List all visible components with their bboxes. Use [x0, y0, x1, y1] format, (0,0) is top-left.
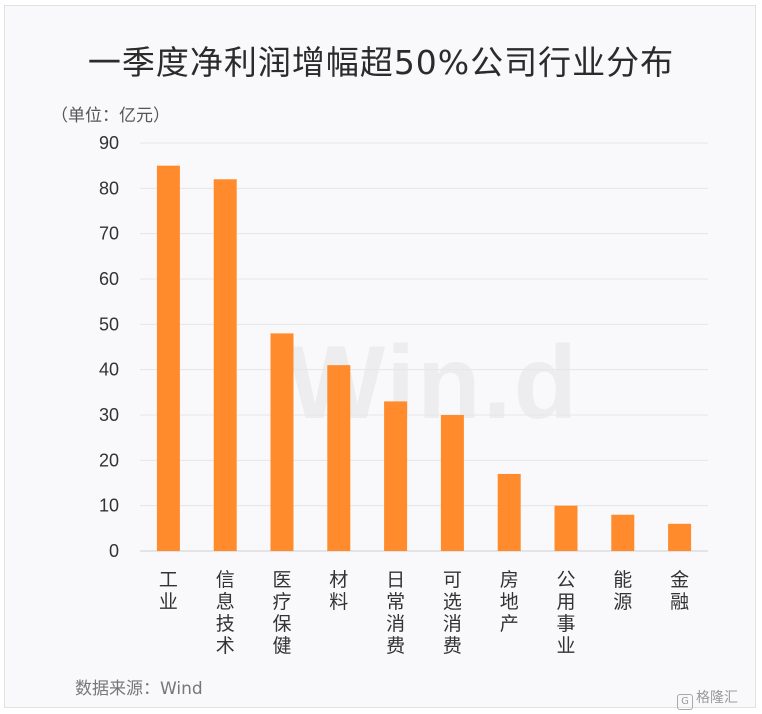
y-tick-label: 80	[99, 178, 119, 198]
unit-label: （单位：亿元）	[51, 106, 170, 126]
y-tick-label: 60	[99, 269, 119, 289]
y-tick-label: 70	[99, 224, 119, 244]
bar	[554, 505, 578, 551]
chart-card: 一季度净利润增幅超50%公司行业分布 （单位：亿元） Win.d 数据来源：Wi…	[4, 5, 756, 710]
bar	[156, 165, 180, 551]
logo-text: 格隆汇	[696, 690, 738, 706]
x-category-label: 房地产	[500, 569, 519, 635]
x-category-label: 材料	[329, 569, 348, 613]
x-category-label: 信息技术	[216, 569, 235, 657]
x-category-label: 能源	[613, 569, 632, 613]
bar	[668, 523, 692, 551]
bar	[440, 415, 464, 551]
x-category-label: 工业	[159, 569, 178, 613]
bar	[327, 365, 351, 551]
bar	[611, 514, 635, 551]
y-tick-label: 30	[99, 405, 119, 425]
x-category-label: 金融	[670, 569, 689, 613]
chart-title: 一季度净利润增幅超50%公司行业分布	[87, 43, 675, 82]
y-tick-label: 50	[99, 314, 119, 334]
bar	[497, 473, 521, 551]
y-tick-label: 10	[99, 496, 119, 516]
bar	[384, 401, 408, 551]
y-tick-label: 90	[99, 133, 119, 153]
y-tick-label: 0	[109, 541, 119, 561]
x-category-label: 可选消费	[443, 569, 462, 657]
bar	[213, 179, 237, 551]
bar	[270, 333, 294, 551]
x-category-label: 公用事业	[556, 569, 575, 657]
data-source: 数据来源：Wind	[75, 679, 203, 699]
gelonghui-logo: G 格隆汇	[677, 687, 738, 710]
y-tick-label: 40	[99, 360, 119, 380]
y-tick-label: 20	[99, 450, 119, 470]
logo-mark-icon: G	[677, 694, 693, 710]
x-category-label: 医疗保健	[272, 569, 291, 657]
x-category-label: 日常消费	[386, 569, 405, 657]
